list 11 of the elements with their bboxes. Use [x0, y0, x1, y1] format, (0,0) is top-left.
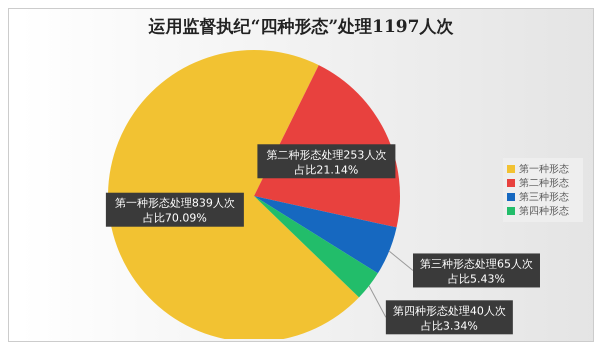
- pie-slice: [254, 196, 397, 274]
- legend-label: 第二种形态: [519, 178, 569, 189]
- data-label: 第三种形态处理65人次占比5.43%: [420, 257, 533, 286]
- data-label: 第四种形态处理40人次占比3.34%: [392, 304, 506, 332]
- legend-label: 第三种形态: [519, 192, 569, 203]
- pie-slice: [254, 196, 378, 298]
- chart-title: 运用监督执纪“四种形态”处理1197人次: [148, 16, 454, 39]
- data-label: 第一种形态处理839人次占比70.09%: [114, 196, 235, 225]
- legend-label: 第四种形态: [519, 206, 569, 217]
- legend-label: 第一种形态: [519, 164, 569, 175]
- data-label: 第二种形态处理253人次占比21.14%: [266, 148, 386, 176]
